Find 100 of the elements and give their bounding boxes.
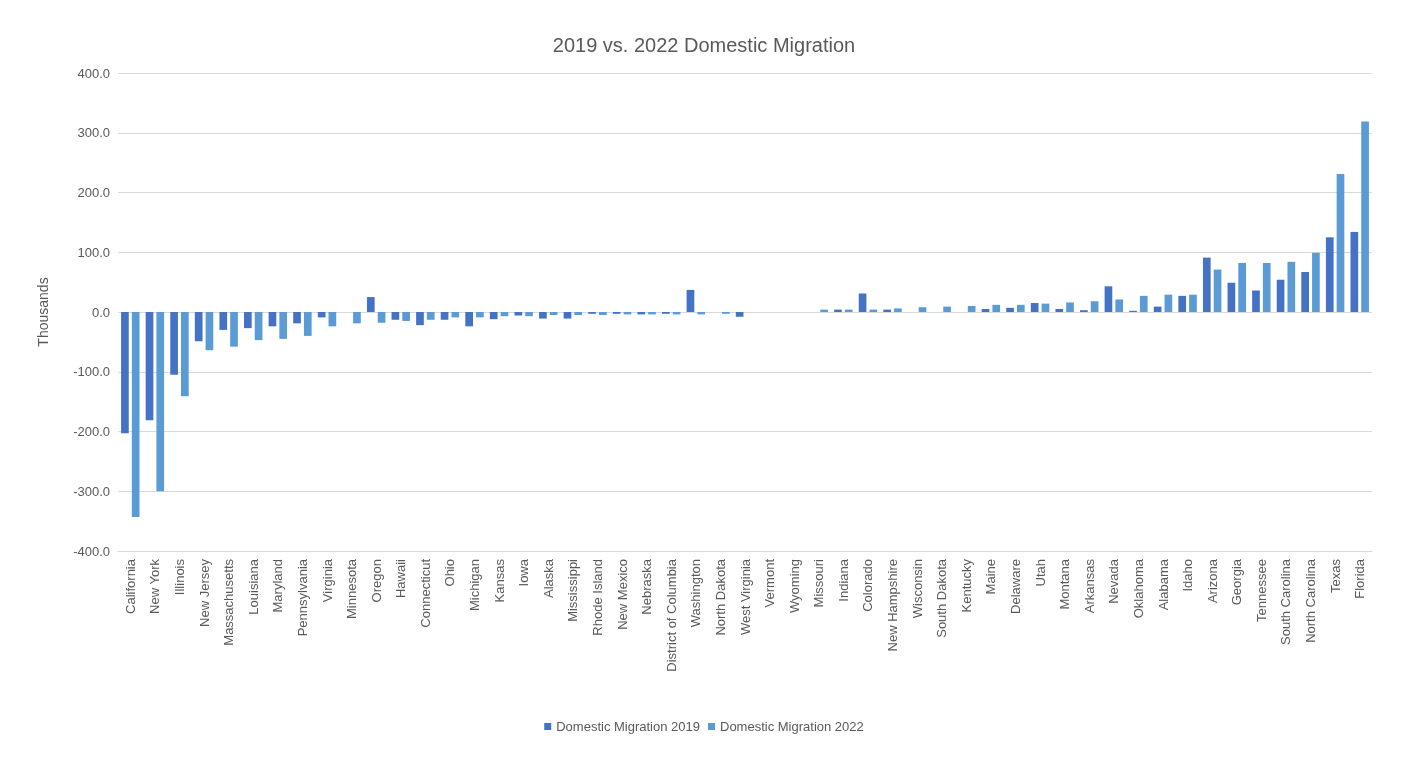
bar [353, 312, 361, 324]
x-tick-label: New York [147, 558, 163, 614]
bar [1017, 304, 1025, 312]
x-tick-label: Minnesota [344, 558, 360, 619]
x-tick-label: Massachusetts [221, 558, 237, 646]
x-tick-label: Oregon [368, 559, 384, 603]
bar [244, 312, 252, 329]
y-tick-label: 300.0 [77, 125, 110, 141]
bar [1301, 271, 1309, 312]
bar [1104, 286, 1113, 312]
bar [145, 312, 154, 421]
y-tick-label: -300.0 [73, 483, 110, 499]
bar [1238, 263, 1246, 312]
x-tick-label: Vermont [762, 558, 778, 608]
x-tick-label: Texas [1327, 558, 1343, 593]
legend-label: Domestic Migration 2022 [720, 719, 864, 734]
y-tick-label: -100.0 [73, 364, 110, 380]
legend-label: Domestic Migration 2019 [556, 719, 701, 734]
x-tick-label: Maryland [270, 559, 286, 613]
bar [1090, 301, 1099, 312]
bar [476, 312, 484, 318]
x-tick-label: Rhode Island [589, 559, 605, 636]
bar [1350, 231, 1359, 312]
bar [451, 312, 460, 318]
x-tick-label: New Jersey [196, 558, 212, 627]
x-tick-label: Kansas [491, 558, 507, 603]
bar [1262, 263, 1271, 312]
bar [416, 312, 424, 326]
bar [254, 312, 263, 341]
bar [1325, 237, 1334, 312]
bar [1361, 121, 1369, 312]
bar [440, 312, 449, 320]
bar [230, 312, 238, 347]
y-tick-label: 100.0 [77, 244, 110, 260]
x-tick-label: Colorado [860, 559, 876, 612]
x-tick-label: Delaware [1007, 559, 1023, 614]
bar [735, 312, 744, 317]
bar [131, 312, 140, 517]
bar [426, 312, 435, 320]
bar [1030, 303, 1039, 312]
bar [170, 312, 178, 375]
x-tick-label: Nebraska [639, 558, 655, 615]
chart-title: 2019 vs. 2022 Domestic Migration [552, 34, 856, 56]
y-axis-title: Thousands [35, 277, 51, 347]
bar [1055, 309, 1064, 312]
bar [121, 312, 129, 434]
x-tick-label: Arizona [1204, 558, 1220, 604]
x-tick-label: Hawaii [393, 558, 409, 599]
bar [943, 306, 951, 312]
bar [574, 312, 583, 315]
bar [366, 297, 375, 312]
x-tick-label: Maine [983, 559, 999, 595]
x-tick-label: Nevada [1106, 558, 1122, 604]
bar [1252, 290, 1260, 312]
x-tick-label: South Carolina [1278, 558, 1294, 645]
bar [1312, 252, 1320, 312]
y-tick-label: 200.0 [77, 185, 110, 200]
bar [219, 312, 228, 330]
x-tick-label: Illinois [171, 558, 187, 596]
bar [181, 312, 189, 397]
x-tick-label: Georgia [1229, 558, 1245, 606]
x-tick-label: Tennessee [1253, 559, 1269, 622]
bar [858, 293, 867, 312]
bar [514, 312, 523, 316]
x-tick-label: California [122, 558, 138, 614]
bar [918, 307, 927, 312]
x-tick-label: Florida [1352, 558, 1368, 599]
bar [1287, 261, 1296, 312]
bar [525, 312, 533, 317]
x-tick-label: Virginia [319, 558, 335, 603]
x-tick-label: Kentucky [958, 558, 974, 613]
bar [967, 306, 976, 312]
bar [1115, 299, 1124, 312]
x-tick-label: Idaho [1180, 559, 1196, 592]
bar [489, 312, 498, 320]
bar [402, 312, 410, 321]
x-tick-label: Montana [1057, 558, 1073, 610]
x-tick-label: Washington [688, 559, 704, 628]
x-tick-label: Iowa [516, 558, 532, 587]
x-tick-label: Oklahoma [1130, 558, 1146, 619]
bar [205, 312, 214, 351]
bar [549, 312, 558, 315]
bar [1276, 279, 1285, 312]
x-tick-label: Connecticut [417, 558, 433, 628]
x-tick-label: North Dakota [712, 558, 728, 636]
x-tick-label: Michigan [467, 559, 483, 612]
bar [293, 312, 301, 324]
bar [1006, 307, 1014, 312]
x-tick-label: District of Columbia [663, 558, 679, 672]
bar [992, 304, 1001, 312]
x-tick-label: Alaska [540, 558, 556, 599]
y-tick-label: 0.0 [91, 304, 110, 320]
x-tick-label: Wisconsin [909, 559, 925, 619]
bar [465, 312, 473, 327]
bar [686, 289, 695, 312]
x-tick-label: Utah [1032, 559, 1048, 587]
bar [1213, 269, 1222, 312]
x-tick-label: Pennsylvania [294, 558, 310, 637]
x-tick-label: North Carolina [1303, 558, 1319, 643]
bar [981, 309, 990, 312]
